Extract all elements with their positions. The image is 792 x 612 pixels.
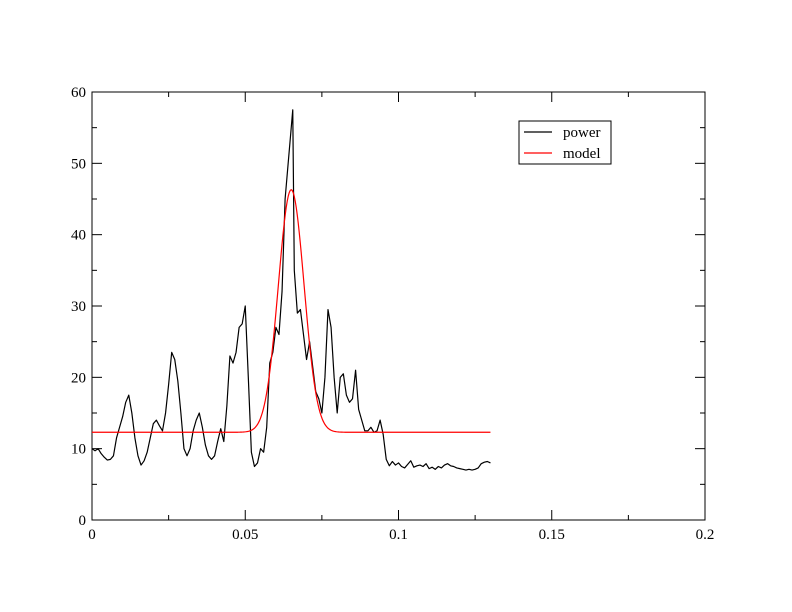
x-tick-label: 0.1 xyxy=(389,527,408,543)
y-tick-label: 30 xyxy=(71,299,86,315)
x-tick-label: 0.15 xyxy=(539,527,565,543)
y-tick-label: 40 xyxy=(71,228,86,244)
legend-label-model: model xyxy=(563,146,601,162)
y-tick-label: 10 xyxy=(71,442,86,458)
x-tick-label: 0 xyxy=(88,527,96,543)
legend-label-power: power xyxy=(563,125,601,141)
y-tick-label: 60 xyxy=(71,85,86,101)
series-group xyxy=(91,109,491,471)
y-tick-label: 0 xyxy=(79,513,87,529)
axes: 0 0.05 0.1 0.15 0.2 0 10 20 30 40 50 60 xyxy=(71,85,714,543)
x-tick-label: 0.05 xyxy=(232,527,258,543)
x-tick-label: 0.2 xyxy=(696,527,715,543)
legend: power model xyxy=(518,120,612,165)
legend-box xyxy=(518,120,612,165)
y-tick-label: 20 xyxy=(71,370,86,386)
series-line-model xyxy=(92,188,491,433)
series-line-power xyxy=(91,109,491,471)
y-tick-label: 50 xyxy=(71,156,86,172)
